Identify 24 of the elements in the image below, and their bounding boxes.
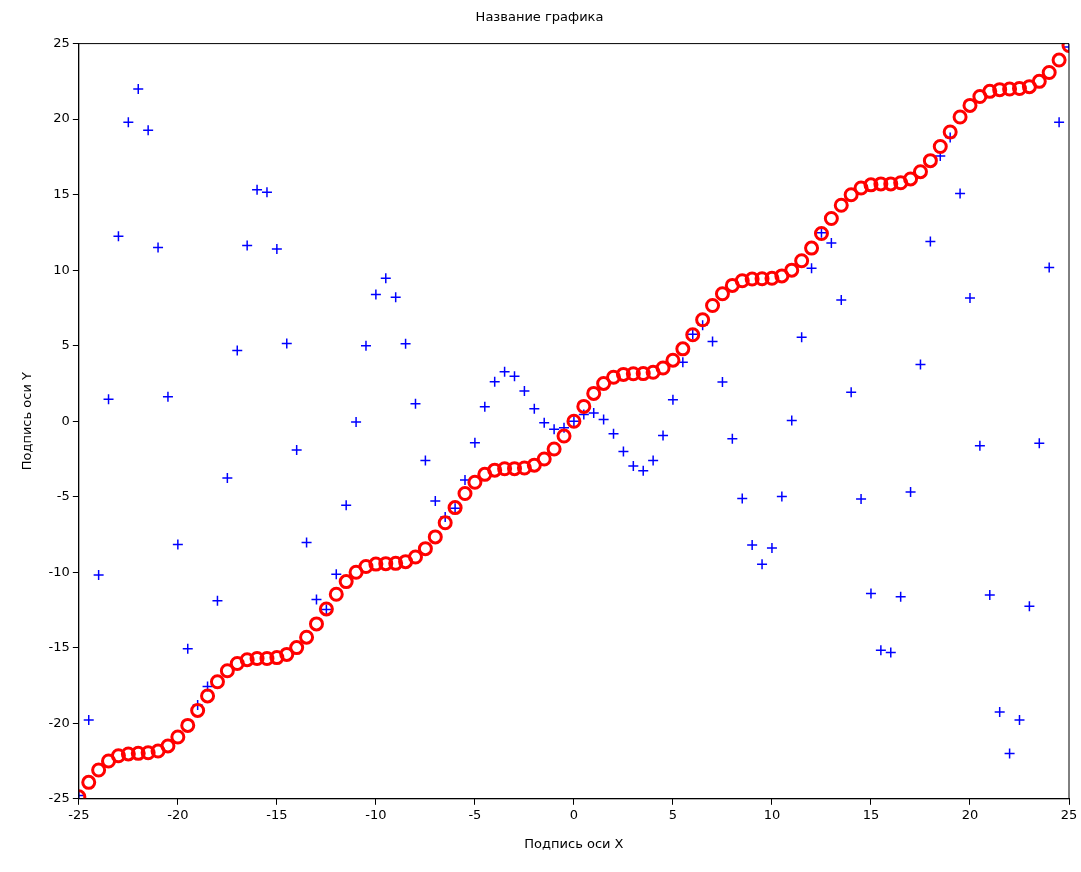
y-tick-label: 25 bbox=[53, 34, 70, 50]
y-tick-label: -5 bbox=[56, 488, 70, 504]
x-tick-label: 10 bbox=[763, 806, 781, 822]
x-axis-title: Подпись оси X bbox=[524, 835, 624, 851]
x-tick-label: 20 bbox=[961, 806, 979, 822]
x-tick-label: -5 bbox=[468, 806, 482, 822]
y-tick-label: 20 bbox=[53, 110, 70, 126]
y-tick-label: 15 bbox=[53, 186, 70, 202]
x-tick-label: 5 bbox=[668, 806, 678, 822]
x-tick-label: 15 bbox=[862, 806, 880, 822]
x-tick-label: 0 bbox=[569, 806, 579, 822]
y-tick-label: 10 bbox=[53, 261, 70, 277]
y-tick-label: -15 bbox=[48, 639, 70, 655]
x-tick-label: -15 bbox=[266, 806, 288, 822]
y-tick-label: 0 bbox=[61, 412, 70, 428]
x-tick-label: -20 bbox=[167, 806, 189, 822]
y-tick-label: -20 bbox=[48, 714, 70, 730]
y-axis-title: Подпись оси Y bbox=[19, 372, 35, 471]
chart-title: Название графика bbox=[475, 9, 604, 25]
y-tick-label: -25 bbox=[48, 790, 70, 806]
x-tick-label: -10 bbox=[365, 806, 387, 822]
y-tick-label: -10 bbox=[48, 563, 70, 579]
y-tick-label: 5 bbox=[61, 337, 70, 353]
x-tick-label: 25 bbox=[1060, 806, 1078, 822]
